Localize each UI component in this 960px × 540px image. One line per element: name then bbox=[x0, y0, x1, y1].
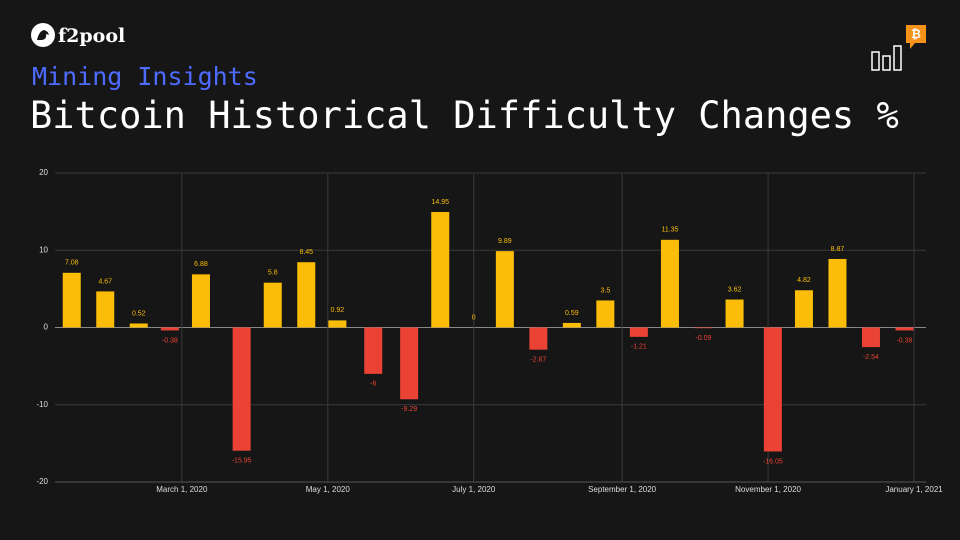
bar bbox=[529, 327, 548, 350]
bar bbox=[828, 258, 847, 328]
x-tick-label: September 1, 2020 bbox=[588, 485, 657, 494]
bar bbox=[328, 320, 347, 328]
bar bbox=[263, 282, 282, 328]
data-label: 0.59 bbox=[565, 310, 579, 317]
data-label: 4.82 bbox=[797, 277, 811, 284]
data-label: -2.54 bbox=[863, 354, 879, 361]
bar bbox=[694, 327, 713, 329]
data-label: 0.52 bbox=[132, 310, 146, 317]
x-tick-label: July 1, 2020 bbox=[452, 485, 496, 494]
x-tick-label: January 1, 2021 bbox=[885, 485, 943, 494]
data-label: -0.09 bbox=[695, 335, 711, 342]
corner-icon: ₿ bbox=[871, 25, 926, 71]
bar bbox=[297, 262, 316, 328]
data-label: 5.8 bbox=[268, 270, 278, 277]
bar bbox=[191, 274, 210, 328]
x-tick-label: November 1, 2020 bbox=[735, 485, 801, 494]
x-tick-label: March 1, 2020 bbox=[156, 485, 208, 494]
data-label: 6.88 bbox=[194, 261, 208, 268]
y-tick-label: -20 bbox=[36, 477, 48, 486]
data-label: -6 bbox=[370, 381, 376, 388]
data-label: -0.38 bbox=[162, 337, 178, 344]
data-label: 0.92 bbox=[331, 307, 345, 314]
data-label: 0 bbox=[472, 314, 476, 321]
data-label: 8.45 bbox=[299, 249, 313, 256]
bar bbox=[629, 327, 648, 337]
bar bbox=[400, 327, 419, 400]
bar bbox=[129, 323, 148, 328]
svg-text:₿: ₿ bbox=[911, 27, 921, 41]
y-tick-label: -10 bbox=[36, 400, 48, 409]
data-label: -0.38 bbox=[896, 337, 912, 344]
x-tick-label: May 1, 2020 bbox=[306, 485, 351, 494]
data-label: 9.89 bbox=[498, 238, 512, 245]
y-tick-label: 0 bbox=[44, 323, 49, 332]
bar bbox=[794, 290, 813, 328]
bar bbox=[895, 327, 914, 331]
chart-title: Bitcoin Historical Difficulty Changes % bbox=[30, 94, 899, 137]
bar bbox=[763, 327, 782, 452]
data-label: 8.87 bbox=[831, 246, 845, 253]
bar bbox=[562, 322, 581, 328]
bar bbox=[725, 299, 744, 328]
bar bbox=[431, 212, 450, 328]
bar bbox=[364, 327, 383, 374]
data-label: -15.95 bbox=[232, 458, 252, 465]
y-tick-label: 20 bbox=[39, 168, 48, 177]
data-label: 14.95 bbox=[431, 199, 449, 206]
brand: f2pool bbox=[58, 25, 126, 47]
logo-icon bbox=[31, 23, 55, 47]
bar bbox=[495, 251, 514, 328]
bar bbox=[596, 300, 615, 328]
bar bbox=[232, 327, 251, 451]
data-label: 7.08 bbox=[65, 260, 79, 267]
data-label: 3.5 bbox=[600, 287, 610, 294]
data-label: 3.62 bbox=[728, 286, 742, 293]
y-tick-label: 10 bbox=[39, 245, 48, 254]
subtitle: Mining Insights bbox=[32, 62, 258, 91]
data-label: -9.29 bbox=[401, 406, 417, 413]
data-label: -16.05 bbox=[763, 458, 783, 465]
data-label: 11.35 bbox=[661, 227, 678, 234]
bar bbox=[861, 327, 880, 348]
data-label: 4.67 bbox=[98, 278, 112, 285]
data-label: -1.21 bbox=[631, 344, 647, 351]
bar bbox=[62, 272, 81, 328]
bar bbox=[160, 327, 179, 331]
data-label: -2.87 bbox=[530, 357, 546, 364]
bar bbox=[96, 291, 115, 328]
bar bbox=[660, 239, 679, 328]
